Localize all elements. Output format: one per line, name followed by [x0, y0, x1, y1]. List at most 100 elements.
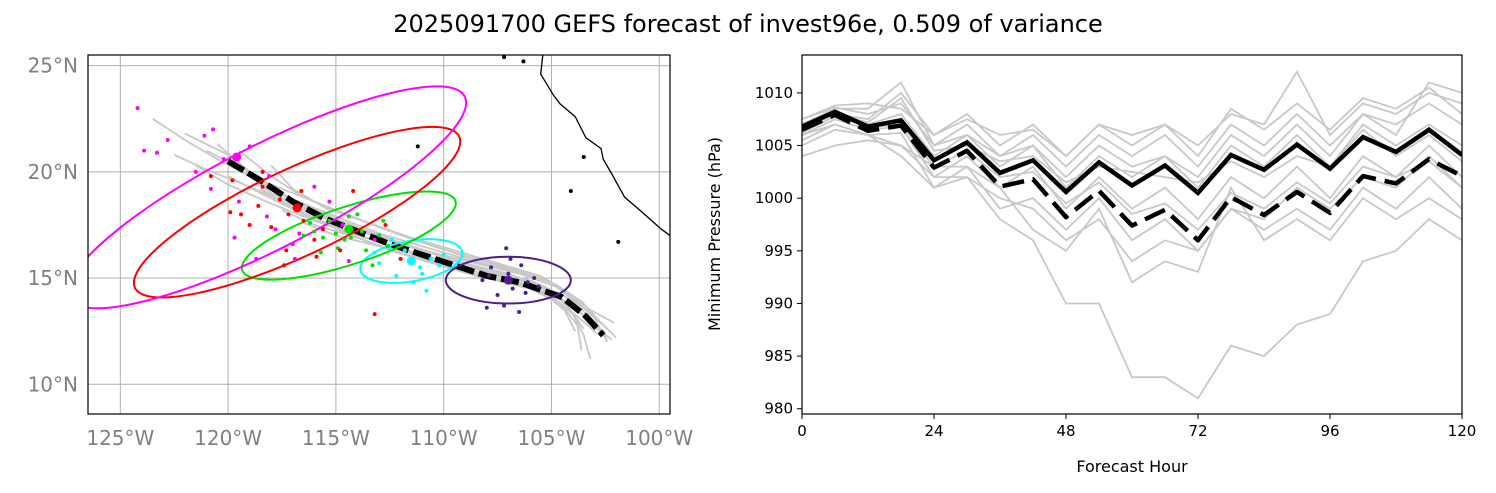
position-point: [385, 244, 390, 249]
member-pressure-line: [802, 118, 1462, 221]
island: [415, 144, 420, 149]
position-point: [428, 256, 433, 261]
pressure-plot-ticks: 0 24 48 72 96 120 980 985 990 995 1000 1005 1010: [755, 84, 1477, 440]
position-point: [312, 237, 317, 242]
position-point: [355, 212, 360, 217]
member-track: [227, 175, 598, 334]
ensemble-mean-pressure-line: [802, 109, 1462, 197]
map-lat-tick-label: 25°N: [28, 54, 78, 78]
position-point: [208, 186, 213, 191]
position-point: [299, 188, 304, 193]
position-point: [260, 184, 265, 189]
position-point: [377, 233, 381, 238]
pressure-plot-content: [802, 69, 1462, 400]
position-point: [282, 263, 287, 268]
position-point: [247, 144, 252, 149]
x-tick-label: 0: [797, 422, 807, 440]
position-point: [486, 273, 491, 278]
pressure-plot-panel: 0 24 48 72 96 120 980 985 990 995 1000 1005 1010 For…: [705, 54, 1477, 476]
position-point: [202, 133, 207, 138]
map-lon-tick-label: 115°W: [302, 426, 370, 450]
position-point: [301, 233, 306, 238]
position-point: [308, 220, 313, 225]
member-pressure-line: [802, 81, 1462, 179]
map-lat-tick-label: 10°N: [28, 372, 78, 396]
mean-position-point: [292, 203, 302, 213]
member-pressure-line: [802, 139, 1462, 400]
coastline: [540, 55, 670, 237]
y-tick-label: 980: [764, 400, 793, 418]
position-point: [506, 271, 511, 276]
position-point: [290, 242, 295, 247]
y-tick-label: 990: [764, 294, 793, 312]
position-point: [256, 203, 261, 208]
position-point: [193, 169, 198, 174]
pressure-x-axis-label: Forecast Hour: [1076, 457, 1188, 476]
position-point: [359, 229, 364, 234]
position-point: [165, 137, 170, 142]
position-point: [502, 303, 507, 308]
map-frame: [87, 54, 671, 415]
control-pressure-line: [802, 112, 1462, 243]
position-point: [510, 286, 515, 291]
position-point: [320, 235, 325, 240]
position-point: [389, 237, 394, 242]
ensemble-mean-track: [226, 158, 606, 338]
position-point: [340, 222, 345, 227]
mean-position-point: [344, 224, 354, 234]
position-point: [372, 312, 377, 317]
island: [568, 188, 573, 193]
position-point: [517, 310, 522, 315]
x-tick-label: 96: [1320, 422, 1339, 440]
position-point: [301, 218, 306, 223]
uncertainty-ellipse: [88, 85, 468, 310]
position-point: [402, 248, 407, 253]
position-point: [484, 305, 489, 310]
map-content: [88, 55, 670, 360]
position-point: [372, 250, 377, 255]
member-track: [184, 132, 596, 326]
map-lon-tick-label: 105°W: [517, 426, 585, 450]
position-point: [297, 231, 302, 236]
position-point: [254, 256, 259, 261]
position-point: [247, 222, 252, 227]
x-tick-label: 72: [1188, 422, 1207, 440]
position-point: [154, 150, 159, 155]
position-point: [230, 178, 235, 183]
position-point: [346, 214, 351, 219]
x-tick-label: 48: [1056, 422, 1075, 440]
position-point: [221, 157, 226, 162]
map-lat-tick-label: 15°N: [28, 266, 78, 290]
member-pressure-line: [802, 128, 1462, 263]
position-point: [398, 256, 403, 261]
position-point: [264, 214, 269, 219]
position-point: [420, 271, 425, 276]
position-point: [284, 248, 289, 253]
position-point: [208, 174, 213, 179]
mean-position-point: [232, 152, 242, 162]
member-pressure-line: [802, 110, 1462, 190]
position-point: [348, 235, 353, 240]
y-tick-label: 1010: [755, 84, 793, 102]
position-point: [327, 218, 332, 223]
position-point: [381, 218, 386, 223]
position-point: [394, 273, 399, 278]
figure-title: 2025091700 GEFS forecast of invest96e, 0…: [393, 10, 1103, 38]
map-lon-tick-label: 125°W: [86, 426, 154, 450]
position-point: [135, 106, 140, 111]
position-point: [536, 284, 541, 289]
y-tick-label: 995: [764, 242, 793, 260]
map-lon-tick-label: 120°W: [194, 426, 262, 450]
position-point: [333, 231, 338, 236]
position-point: [273, 227, 278, 232]
x-tick-label: 120: [1448, 422, 1477, 440]
member-track: [270, 164, 615, 324]
position-point: [489, 265, 494, 270]
y-tick-label: 1005: [755, 137, 793, 155]
map-tick-labels: 125°W 120°W 115°W 110°W 105°W 100°W 10°N 15°N 20…: [28, 54, 694, 450]
position-point: [232, 235, 237, 240]
x-tick-label: 24: [924, 422, 943, 440]
position-point: [228, 210, 233, 215]
position-point: [267, 174, 272, 179]
